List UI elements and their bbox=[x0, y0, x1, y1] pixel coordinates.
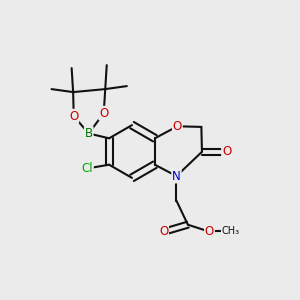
Text: O: O bbox=[159, 225, 168, 238]
Text: B: B bbox=[85, 127, 93, 140]
Text: O: O bbox=[173, 120, 182, 133]
Text: Cl: Cl bbox=[81, 162, 93, 175]
Text: N: N bbox=[172, 169, 181, 183]
Text: O: O bbox=[205, 225, 214, 238]
Text: O: O bbox=[99, 106, 108, 120]
Text: O: O bbox=[222, 145, 231, 158]
Text: O: O bbox=[69, 110, 78, 123]
Text: CH₃: CH₃ bbox=[222, 226, 240, 236]
